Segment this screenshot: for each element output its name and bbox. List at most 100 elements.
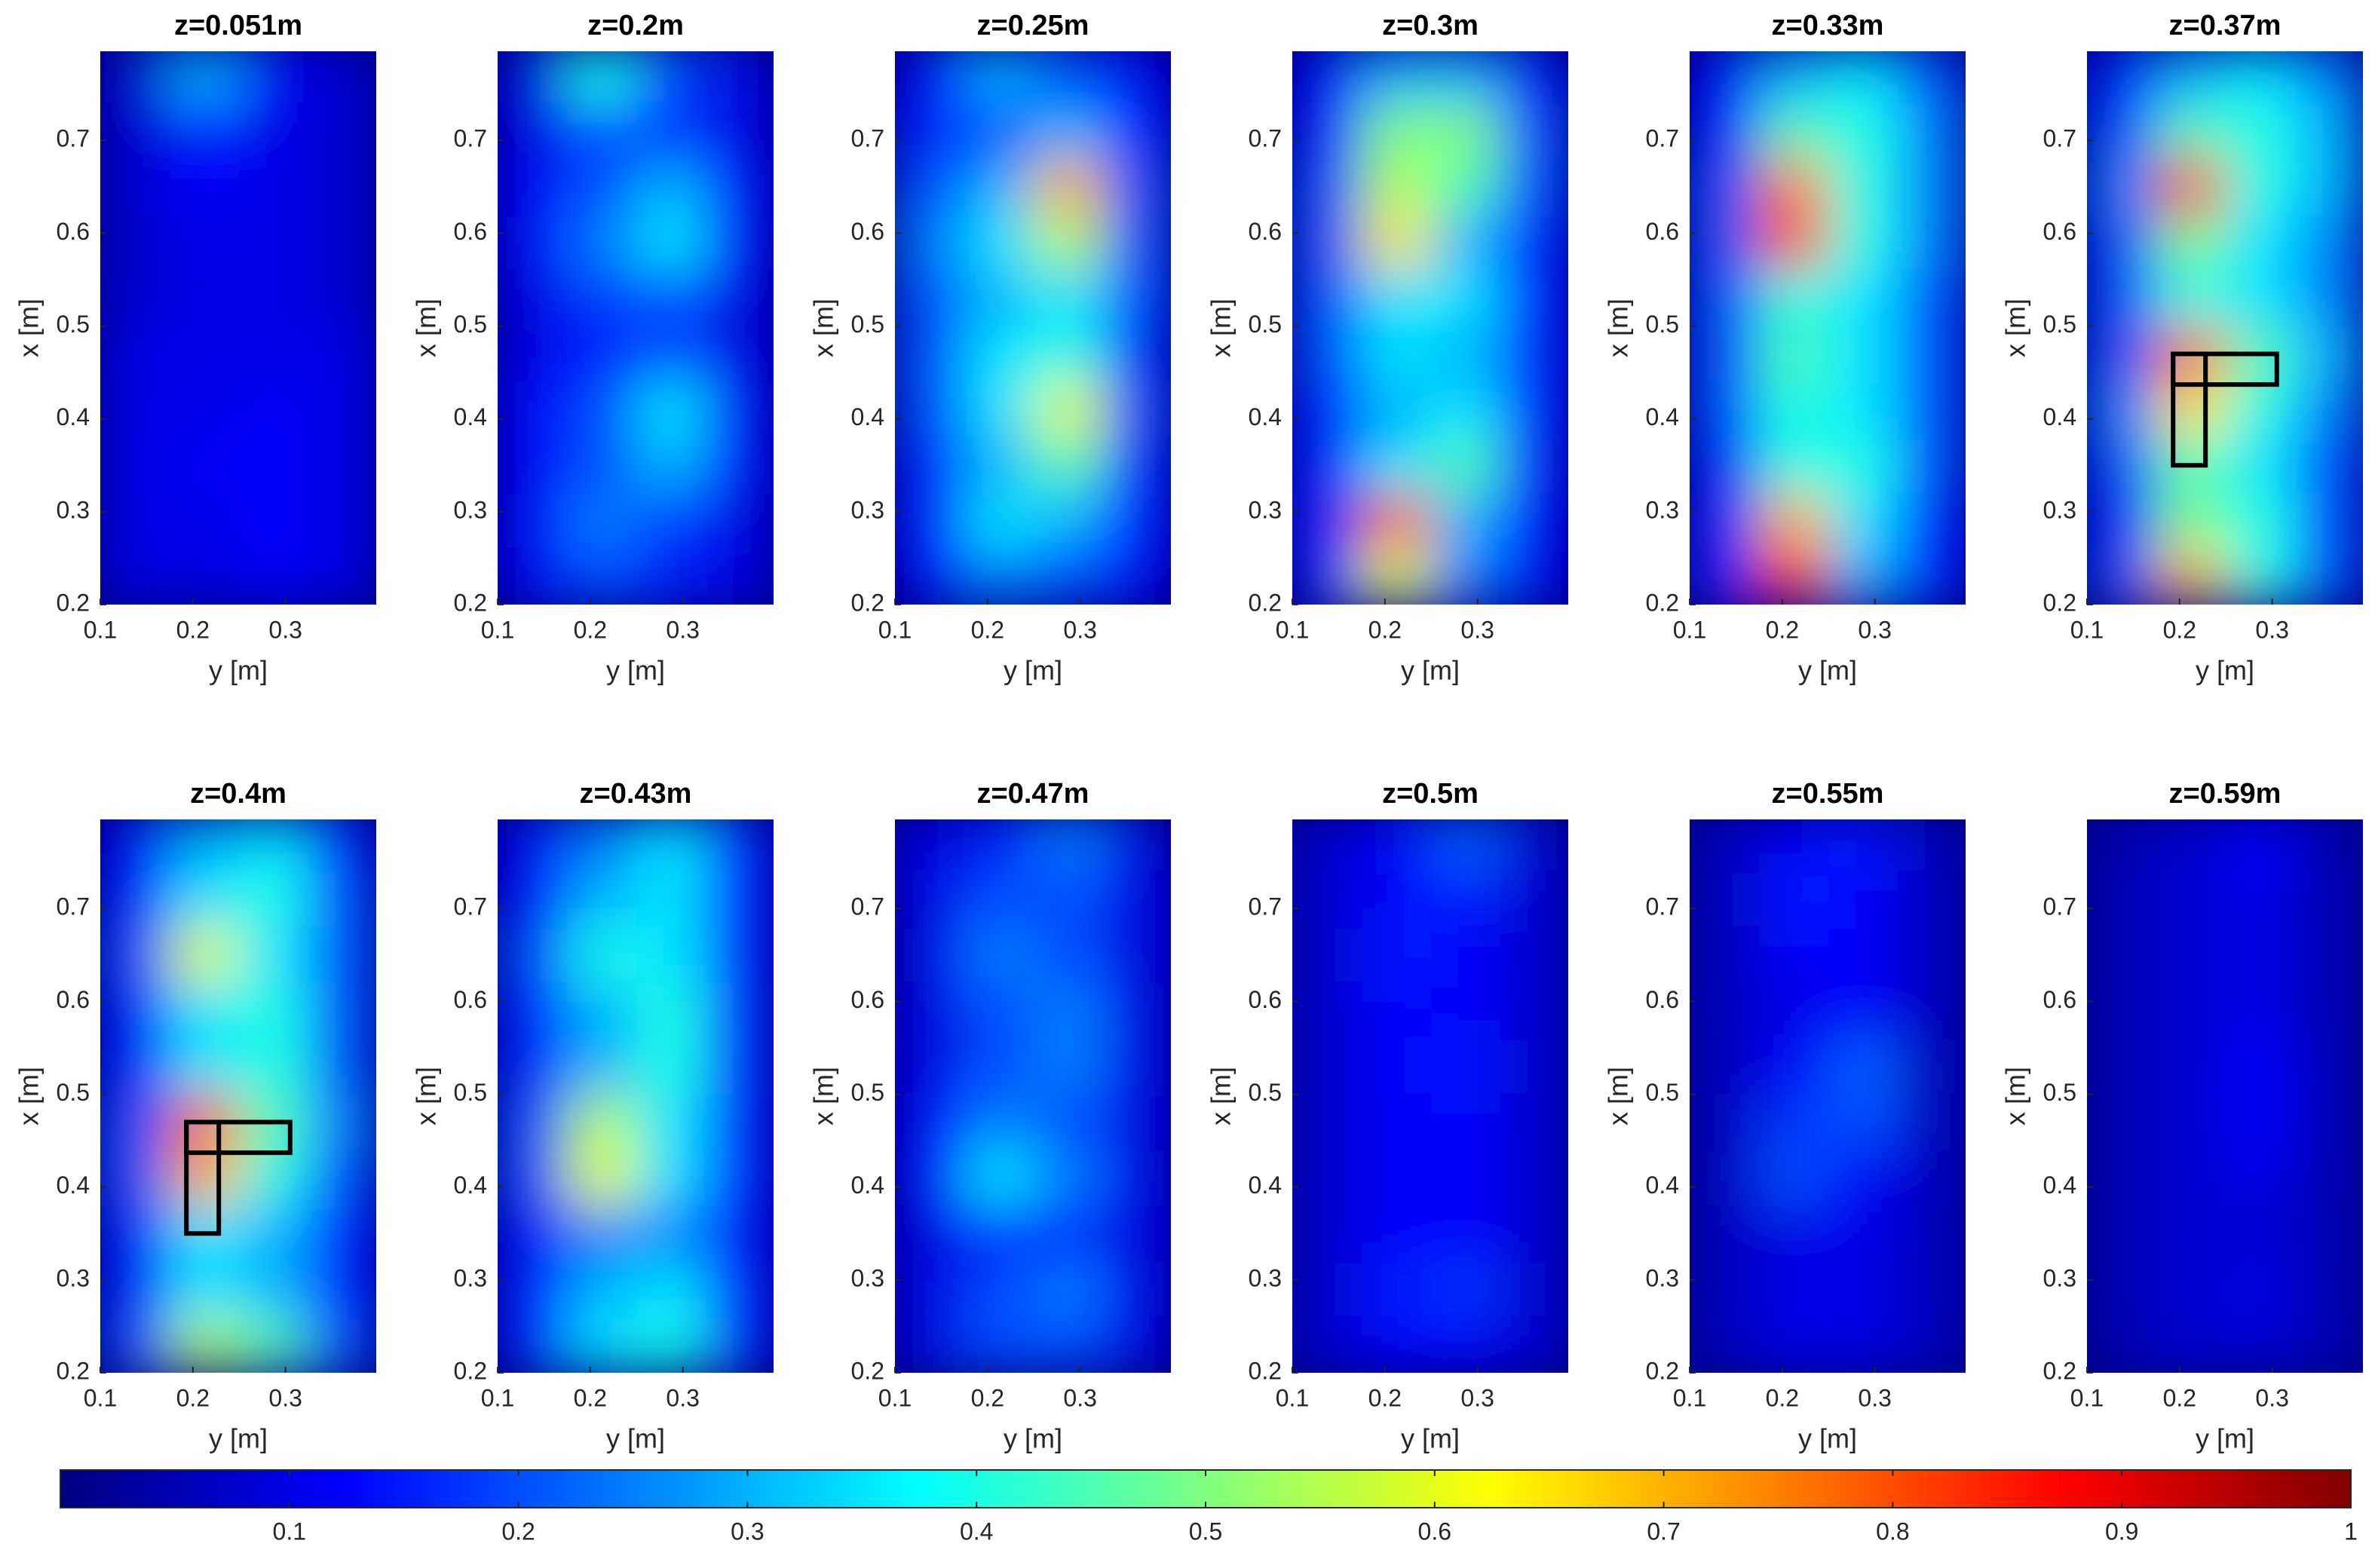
heat-cell	[636, 51, 706, 104]
x-axis-label: y [m]	[1401, 655, 1460, 686]
heat-cell	[308, 381, 376, 438]
heat-cell	[895, 326, 965, 382]
x-axis-label: y [m]	[209, 655, 268, 686]
y-tick-label: 0.6	[57, 218, 90, 245]
y-tick-label: 0.4	[454, 1171, 487, 1199]
heat-cell	[1759, 1094, 1829, 1150]
heat-cell	[498, 214, 568, 271]
heat-cell	[1759, 1150, 1829, 1206]
heat-cell	[964, 982, 1034, 1040]
heat-cell	[1362, 51, 1432, 104]
panel-title: z=0.3m	[1382, 10, 1479, 41]
heat-cell	[1034, 103, 1104, 160]
y-tick-label: 0.5	[2043, 1079, 2076, 1106]
heat-cell	[100, 381, 170, 438]
heat-cell	[1292, 819, 1362, 872]
heat-cell	[1759, 819, 1829, 872]
heat-cell	[1292, 270, 1362, 327]
heat-cell	[1690, 549, 1760, 605]
y-axis-label: x [m]	[1206, 299, 1237, 357]
heat-cell	[1828, 493, 1898, 550]
heat-cell	[636, 982, 706, 1040]
heat-cell	[308, 270, 376, 327]
heat-cell	[170, 926, 240, 984]
heat-cell	[1759, 1205, 1829, 1262]
x-tick-label: 0.2	[2163, 1384, 2196, 1411]
heat-cell	[100, 103, 170, 160]
heat-cell	[1362, 158, 1432, 216]
heat-cell	[2295, 1094, 2363, 1150]
heat-cell	[1362, 381, 1432, 438]
heat-cell	[1828, 103, 1898, 160]
heat-cell	[1898, 158, 1966, 216]
heat-cell	[170, 1150, 240, 1206]
heat-cell	[1828, 982, 1898, 1040]
y-tick-label: 0.4	[57, 403, 90, 430]
heat-cell	[895, 381, 965, 438]
heat-cell	[1362, 437, 1432, 494]
heat-cell	[1362, 1150, 1432, 1206]
heatmap-image	[2087, 819, 2363, 1373]
heat-cell	[1034, 1038, 1104, 1095]
heat-cell	[1828, 270, 1898, 327]
heat-cell	[895, 1317, 965, 1373]
heat-cell	[1828, 381, 1898, 438]
y-tick-label: 0.4	[851, 1171, 884, 1199]
heat-cell	[1828, 871, 1898, 928]
heat-cell	[2226, 51, 2296, 104]
heat-cell	[2295, 326, 2363, 382]
heat-cell	[1362, 214, 1432, 271]
heat-cell	[2156, 549, 2226, 605]
y-tick-label: 0.3	[851, 1264, 884, 1291]
heat-cell	[308, 158, 376, 216]
x-tick-label: 0.1	[878, 1384, 912, 1411]
heat-cell	[100, 1094, 170, 1150]
y-tick-label: 0.5	[851, 1079, 884, 1106]
heat-cell	[1034, 158, 1104, 216]
heat-cell	[895, 270, 965, 327]
heat-cell	[1362, 549, 1432, 605]
heat-cell	[1898, 1205, 1966, 1262]
heat-cell	[1690, 871, 1760, 928]
heat-cell	[1500, 871, 1568, 928]
y-tick-label: 0.5	[57, 311, 90, 338]
heat-cell	[567, 493, 637, 550]
heat-cell	[239, 493, 309, 550]
outline-box	[2171, 351, 2279, 387]
heat-cell	[706, 214, 774, 271]
heat-cell	[498, 871, 568, 928]
heat-cell	[2226, 1094, 2296, 1150]
y-tick-label: 0.3	[1646, 496, 1679, 523]
heat-cell	[1500, 103, 1568, 160]
heat-cell	[1103, 926, 1171, 984]
heat-cell	[1292, 1150, 1362, 1206]
panel-title: z=0.5m	[1382, 778, 1479, 810]
heat-cell	[2087, 819, 2157, 872]
heat-cell	[1500, 214, 1568, 271]
heat-cell	[498, 158, 568, 216]
heat-cell	[308, 437, 376, 494]
heat-cell	[100, 549, 170, 605]
heatmap-cells	[498, 819, 774, 1373]
panel-title: z=0.4m	[190, 778, 287, 810]
heat-cell	[1034, 51, 1104, 104]
heat-cell	[308, 926, 376, 984]
colorbar-tick-label: 1	[2344, 1517, 2358, 1545]
panel-title: z=0.25m	[977, 10, 1089, 41]
heat-cell	[706, 1205, 774, 1262]
heat-cell	[1292, 326, 1362, 382]
heat-cell	[964, 819, 1034, 872]
heat-cell	[1759, 982, 1829, 1040]
x-axis-label: y [m]	[2196, 655, 2254, 686]
x-tick-label: 0.2	[1766, 1384, 1799, 1411]
colorbar-tick-label: 0.6	[1418, 1517, 1451, 1545]
heat-cell	[1690, 1038, 1760, 1095]
heat-cell	[636, 926, 706, 984]
y-tick-label: 0.2	[454, 1357, 487, 1384]
